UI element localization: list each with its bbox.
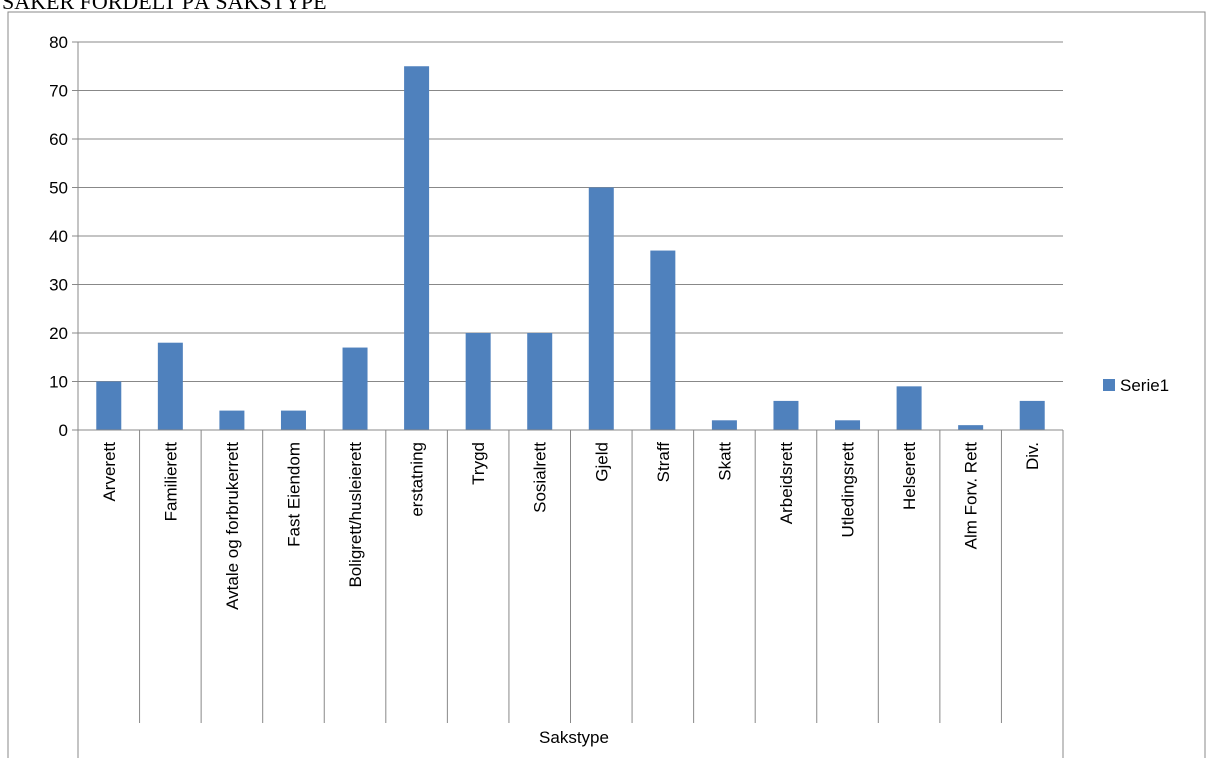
bar-arbeidsrett <box>773 400 799 430</box>
y-tick-label: 50 <box>49 179 68 198</box>
category-label: Div. <box>1023 442 1042 470</box>
category-label: Familierett <box>161 442 180 522</box>
bar-helserett <box>896 386 922 430</box>
bar-skatt <box>711 420 737 430</box>
bar-erstatning <box>404 66 430 430</box>
category-label: Avtale og forbrukerrett <box>223 442 242 610</box>
y-tick-label: 70 <box>49 82 68 101</box>
category-label: Arbeidsrett <box>777 442 796 524</box>
category-label: Alm Forv. Rett <box>962 442 981 550</box>
category-label: Boligrett/husleierett <box>346 442 365 588</box>
category-label: Utledingsrett <box>839 442 858 538</box>
category-labels: Arverett Familierett Avtale og forbrukerre… <box>100 442 1042 610</box>
y-tick-label: 60 <box>49 130 68 149</box>
y-tick-label: 40 <box>49 227 68 246</box>
page-heading: SAKER FORDELT PÅ SAKSTYPE <box>2 0 327 14</box>
category-label: Skatt <box>715 442 734 481</box>
gridlines <box>78 41 1063 431</box>
category-label: Gjeld <box>592 442 611 482</box>
y-tick-label: 80 <box>49 33 68 52</box>
chart-frame <box>7 11 1206 758</box>
bar-sosialrett <box>527 333 553 430</box>
bar-div- <box>1019 400 1045 430</box>
bar-fast-eiendom <box>280 410 306 430</box>
category-label: erstatning <box>408 442 427 517</box>
bar-trygd <box>465 333 491 430</box>
category-label: Arverett <box>100 442 119 502</box>
bar-gjeld <box>588 187 614 430</box>
bar-familierett <box>157 342 183 430</box>
category-label: Fast Eiendom <box>284 442 303 547</box>
bar-utledingsrett <box>835 420 861 430</box>
y-axis-ticks: 0 10 20 30 40 50 60 70 80 <box>49 33 78 440</box>
legend-swatch <box>1103 379 1115 391</box>
bar-alm-forv-rett <box>958 425 984 430</box>
bar-boligrett-husleierett <box>342 347 368 430</box>
category-label: Sosialrett <box>531 442 550 513</box>
axis-lines <box>77 42 1064 758</box>
y-tick-label: 20 <box>49 324 68 343</box>
legend-label-serie1: Serie1 <box>1120 376 1169 395</box>
category-label: Straff <box>654 442 673 483</box>
y-tick-label: 0 <box>59 421 68 440</box>
bar-avtale-og-forbrukerrett <box>219 410 245 430</box>
y-tick-label: 10 <box>49 373 68 392</box>
bar-straff <box>650 250 676 430</box>
bar-arverett <box>96 381 122 430</box>
y-tick-label: 30 <box>49 276 68 295</box>
x-axis-title: Sakstype <box>539 728 609 747</box>
legend: Serie1 <box>1103 376 1169 395</box>
bars <box>96 66 1045 430</box>
category-label: Trygd <box>469 442 488 485</box>
category-label: Helserett <box>900 442 919 510</box>
